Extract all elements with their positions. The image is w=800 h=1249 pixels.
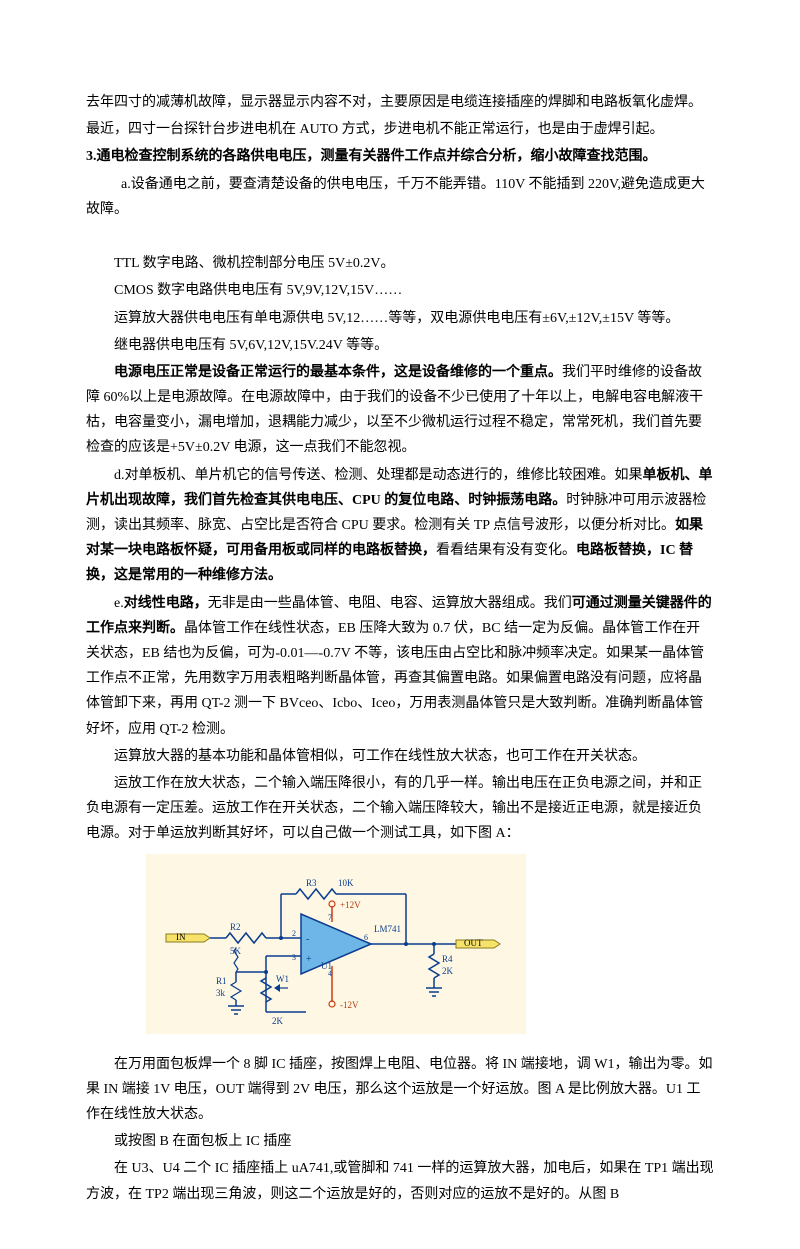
svg-text:6: 6 xyxy=(364,933,368,942)
paragraph: 去年四寸的减薄机故障，显示器显示内容不对，主要原因是电缆连接插座的焊脚和电路板氧… xyxy=(86,90,714,115)
output-wire: OUT xyxy=(371,938,500,948)
text-run: 继电器供电电压有 5V,6V,12V,15V.24V 等等。 xyxy=(114,338,388,353)
neg-supply: -12V xyxy=(329,966,359,1010)
paragraph: 电源电压正常是设备正常运行的最基本条件，这是设备维修的一个重点。我们平时维修的设… xyxy=(86,360,714,461)
paragraph: 最近，四寸一台探针台步进电机在 AUTO 方式，步进电机不能正常运行，也是由于虚… xyxy=(86,117,714,142)
text-after-diagram: 在万用面包板焊一个 8 脚 IC 插座，按图焊上电阻、电位器。将 IN 端接地，… xyxy=(86,1052,714,1207)
pos-supply: +12V xyxy=(329,900,361,922)
svg-text:3: 3 xyxy=(292,953,296,962)
paragraph: e.对线性电路，无非是由一些晶体管、电阻、电容、运算放大器组成。我们可通过测量关… xyxy=(86,591,714,742)
text-run: 晶体管工作在线性状态，EB 压降大致为 0.7 伏，BC 结一定为反偏。晶体管工… xyxy=(86,621,704,737)
text-run: CMOS 数字电路供电电压有 5V,9V,12V,15V…… xyxy=(114,283,402,298)
text-before-diagram: 去年四寸的减薄机故障，显示器显示内容不对，主要原因是电缆连接插座的焊脚和电路板氧… xyxy=(86,90,714,846)
svg-text:10K: 10K xyxy=(338,878,354,888)
svg-text:R2: R2 xyxy=(230,922,241,932)
in-terminal: IN xyxy=(166,932,210,942)
svg-text:2K: 2K xyxy=(272,1016,284,1026)
text-run: 无非是由一些晶体管、电阻、电容、运算放大器组成。我们 xyxy=(208,596,572,611)
svg-text:R1: R1 xyxy=(216,976,227,986)
document-page: 去年四寸的减薄机故障，显示器显示内容不对，主要原因是电缆连接插座的焊脚和电路板氧… xyxy=(0,0,800,1249)
text-run: 或按图 B 在面包板上 IC 插座 xyxy=(114,1134,291,1149)
text-run: TTL 数字电路、微机控制部分电压 5V±0.2V。 xyxy=(114,256,395,271)
resistor-r4: R4 2K xyxy=(426,944,454,996)
svg-text:3k: 3k xyxy=(216,988,226,998)
paragraph: 或按图 B 在面包板上 IC 插座 xyxy=(86,1129,714,1154)
svg-text:+12V: +12V xyxy=(340,900,361,910)
text-run: 运放工作在放大状态，二个输入端压降很小，有的几乎一样。输出电压在正负电源之间，并… xyxy=(86,776,702,841)
paragraph: 3.通电检查控制系统的各路供电电压，测量有关器件工作点并综合分析，缩小故障查找范… xyxy=(86,144,714,169)
bold-run: 电源电压正常是设备正常运行的最基本条件，这是设备维修的一个重点。 xyxy=(114,365,562,380)
opamp-u1: - + U1 2 3 7 4 6 LM741 xyxy=(292,913,401,978)
svg-text:-: - xyxy=(306,934,309,945)
text-run: 运算放大器供电电压有单电源供电 5V,12……等等，双电源供电电压有±6V,±1… xyxy=(114,311,679,326)
paragraph: 运算放大器的基本功能和晶体管相似，可工作在线性放大状态，也可工作在开关状态。 xyxy=(86,744,714,769)
paragraph: 运算放大器供电电压有单电源供电 5V,12……等等，双电源供电电压有±6V,±1… xyxy=(86,306,714,331)
paragraph: 在万用面包板焊一个 8 脚 IC 插座，按图焊上电阻、电位器。将 IN 端接地，… xyxy=(86,1052,714,1128)
paragraph: 运放工作在放大状态，二个输入端压降很小，有的几乎一样。输出电压在正负电源之间，并… xyxy=(86,771,714,847)
paragraph: CMOS 数字电路供电电压有 5V,9V,12V,15V…… xyxy=(86,278,714,303)
text-run: d.对单板机、单片机它的信号传送、检测、处理都是动态进行的，维修比较困难。如果 xyxy=(114,468,643,483)
paragraph: a.设备通电之前，要查清楚设备的供电电压，千万不能弄错。110V 不能插到 22… xyxy=(86,172,714,222)
svg-text:-12V: -12V xyxy=(340,1000,359,1010)
opamp-circuit-svg: IN R2 5K - + U1 2 3 7 4 6 LM741 xyxy=(146,854,526,1034)
text-run: 最近，四寸一台探针台步进电机在 AUTO 方式，步进电机不能正常运行，也是由于虚… xyxy=(86,122,664,137)
svg-text:IN: IN xyxy=(176,932,186,942)
paragraph xyxy=(86,224,714,249)
paragraph: d.对单板机、单片机它的信号传送、检测、处理都是动态进行的，维修比较困难。如果单… xyxy=(86,463,714,589)
resistor-r2: R2 5K xyxy=(210,922,301,956)
text-run: e. xyxy=(114,596,124,611)
text-run: a.设备通电之前，要查清楚设备的供电电压，千万不能弄错。110V 不能插到 22… xyxy=(86,177,705,217)
svg-text:2: 2 xyxy=(292,929,296,938)
paragraph: 在 U3、U4 二个 IC 插座插上 uA741,或管脚和 741 一样的运算放… xyxy=(86,1156,714,1206)
text-run: 在万用面包板焊一个 8 脚 IC 插座，按图焊上电阻、电位器。将 IN 端接地，… xyxy=(86,1057,712,1122)
circuit-diagram-a: IN R2 5K - + U1 2 3 7 4 6 LM741 xyxy=(146,854,714,1043)
svg-text:W1: W1 xyxy=(276,974,289,984)
text-run: 看看结果有没有变化。 xyxy=(436,543,576,558)
svg-text:+: + xyxy=(306,954,312,965)
paragraph: TTL 数字电路、微机控制部分电压 5V±0.2V。 xyxy=(86,251,714,276)
svg-text:2K: 2K xyxy=(442,966,454,976)
text-run: 运算放大器的基本功能和晶体管相似，可工作在线性放大状态，也可工作在开关状态。 xyxy=(114,749,646,764)
svg-text:R4: R4 xyxy=(442,954,453,964)
text-run: 在 U3、U4 二个 IC 插座插上 uA741,或管脚和 741 一样的运算放… xyxy=(86,1161,714,1201)
svg-text:LM741: LM741 xyxy=(374,924,401,934)
svg-text:OUT: OUT xyxy=(464,938,483,948)
svg-text:R3: R3 xyxy=(306,878,317,888)
bold-run: 3.通电检查控制系统的各路供电电压，测量有关器件工作点并综合分析，缩小故障查找范… xyxy=(86,149,657,164)
text-run: 去年四寸的减薄机故障，显示器显示内容不对，主要原因是电缆连接插座的焊脚和电路板氧… xyxy=(86,95,702,110)
text-run xyxy=(86,229,90,244)
paragraph: 继电器供电电压有 5V,6V,12V,15V.24V 等等。 xyxy=(86,333,714,358)
bold-run: 对线性电路， xyxy=(124,596,208,611)
